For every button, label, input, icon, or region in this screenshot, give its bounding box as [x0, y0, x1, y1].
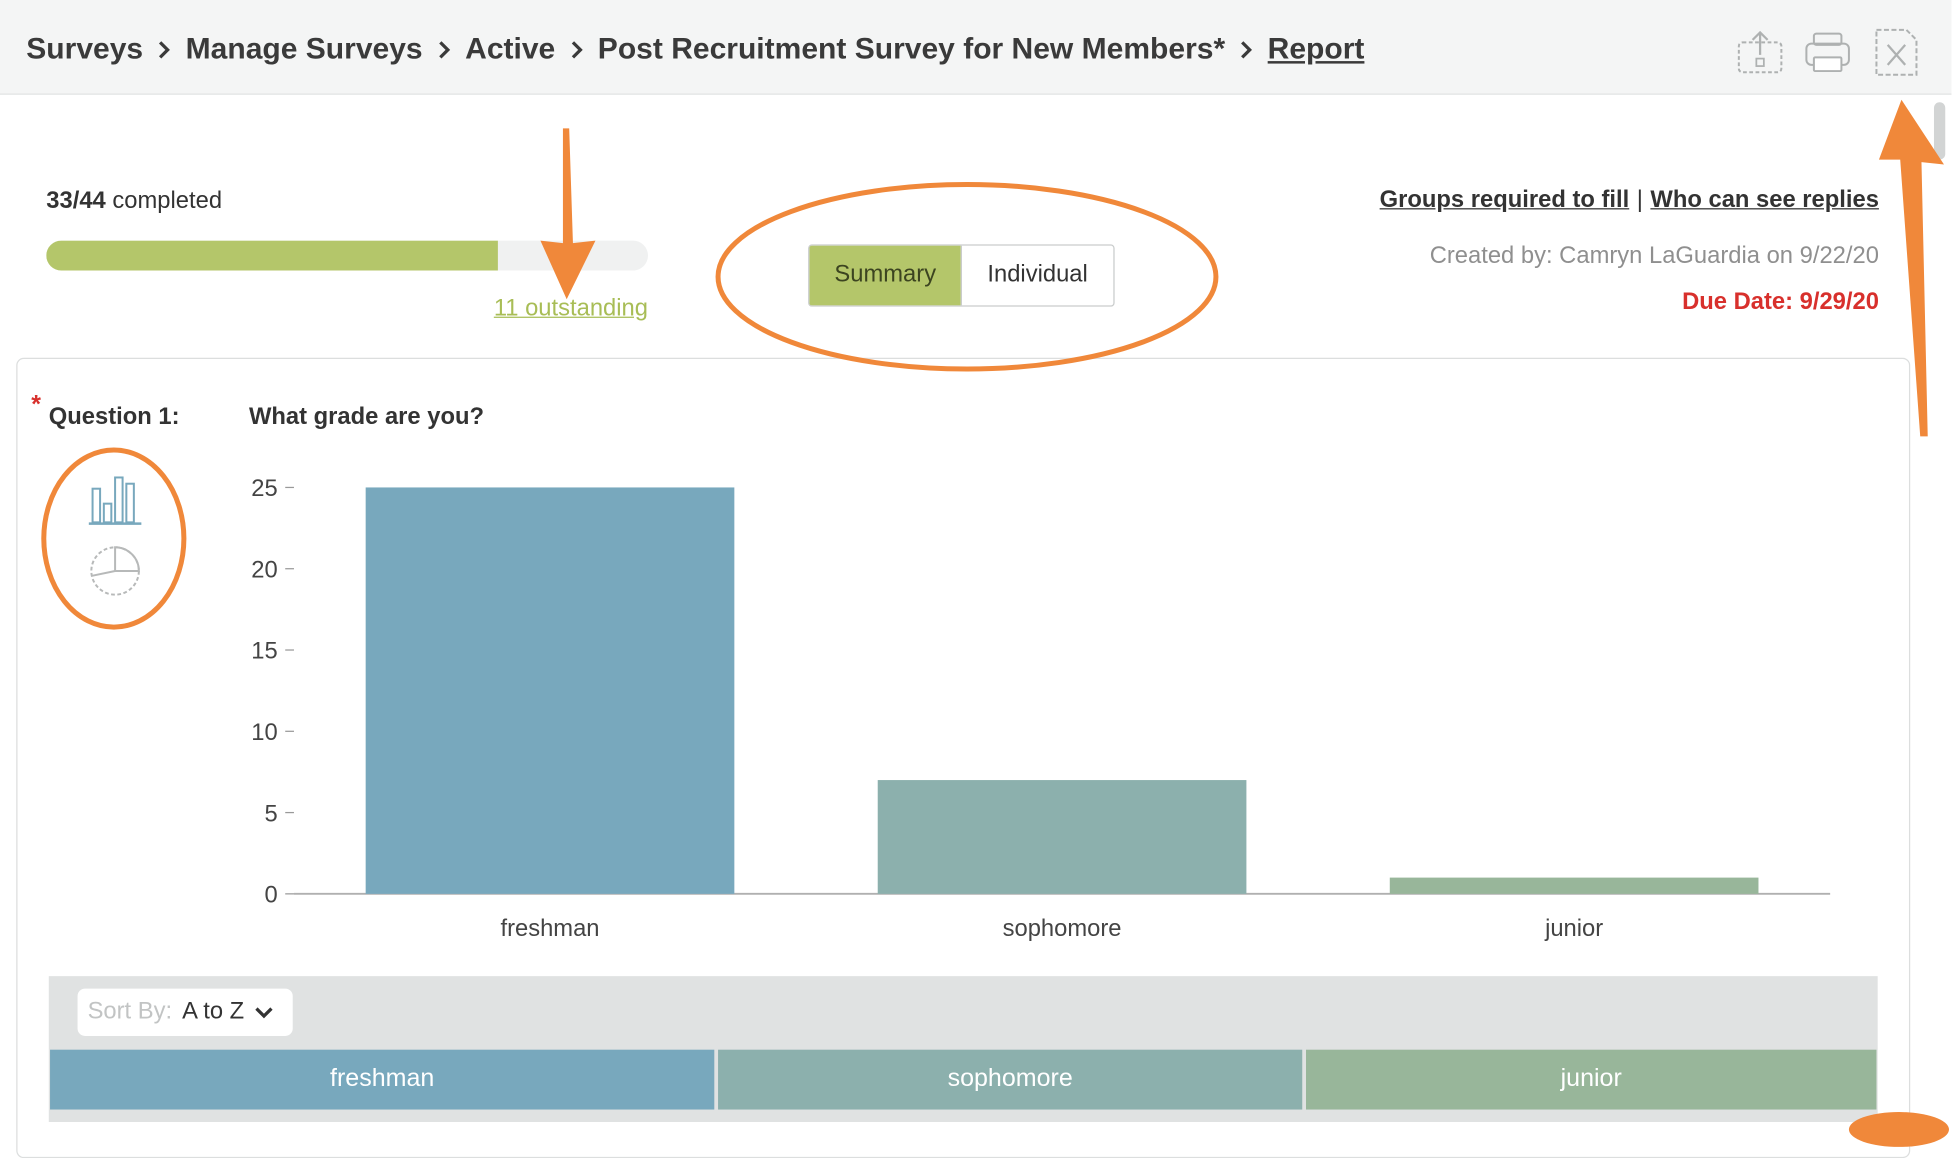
chevron-right-icon	[438, 41, 450, 59]
breadcrumb-item-active[interactable]: Active	[465, 32, 556, 67]
bar-chart-icon[interactable]	[88, 474, 143, 526]
breadcrumb-item-surveys[interactable]: Surveys	[26, 32, 144, 67]
breadcrumb-item-survey[interactable]: Post Recruitment Survey for New Members*	[597, 32, 1226, 67]
column-header-sophomore[interactable]: sophomore	[718, 1049, 1303, 1110]
chevron-right-icon	[571, 41, 583, 59]
progress-suffix: completed	[112, 188, 223, 215]
created-by-text: Created by: Camryn LaGuardia on 9/22/20	[1429, 243, 1879, 270]
meta-links: Groups required to fill | Who can see repl…	[1380, 187, 1879, 214]
bar-junior	[1389, 877, 1759, 894]
groups-required-link[interactable]: Groups required to fill	[1379, 187, 1630, 214]
due-date-text: Due Date: 9/29/20	[1682, 289, 1879, 316]
excel-export-icon[interactable]	[1871, 27, 1921, 77]
progress-bar	[46, 240, 648, 271]
y-tick-label: 20	[251, 557, 277, 583]
x-tick-label-freshman: freshman	[500, 916, 599, 942]
y-tick-label: 5	[264, 801, 277, 827]
view-toggle: Summary Individual	[808, 244, 1115, 307]
question-text: What grade are you?	[248, 403, 485, 431]
sort-label: Sort By:	[87, 998, 173, 1025]
breadcrumb-current-report[interactable]: Report	[1267, 32, 1365, 67]
outstanding-link[interactable]: 11 outstanding	[493, 295, 648, 322]
breadcrumb: Surveys Manage Surveys Active Post Recru…	[26, 32, 1364, 67]
progress-bar-fill	[46, 240, 498, 271]
chevron-down-icon	[255, 1007, 273, 1019]
chevron-right-icon	[159, 41, 171, 59]
upload-icon[interactable]	[1735, 27, 1785, 77]
bar-freshman	[365, 487, 735, 894]
x-tick-label-sophomore: sophomore	[1003, 916, 1122, 942]
print-icon[interactable]	[1803, 27, 1853, 77]
pie-chart-icon[interactable]	[86, 544, 144, 599]
column-header-junior[interactable]: junior	[1306, 1049, 1877, 1110]
bar-chart: 0 5 10 15 20 25 freshman sophomore junior	[251, 476, 1831, 942]
y-tick-label: 0	[264, 883, 277, 909]
y-tick-label: 25	[251, 476, 277, 502]
scrollbar[interactable]	[1930, 95, 1948, 1122]
y-tick-label: 10	[251, 720, 277, 746]
sort-select[interactable]: Sort By: A to Z	[77, 988, 293, 1036]
who-can-see-replies-link[interactable]: Who can see replies	[1650, 187, 1879, 214]
progress-count: 33/44	[46, 188, 106, 215]
scrollbar-thumb[interactable]	[1933, 102, 1946, 160]
summary-tab[interactable]: Summary	[809, 245, 962, 306]
y-tick-label: 15	[251, 639, 277, 665]
chevron-right-icon	[1241, 41, 1253, 59]
x-tick-label-junior: junior	[1544, 916, 1603, 942]
required-marker: *	[31, 391, 42, 419]
individual-tab[interactable]: Individual	[961, 245, 1113, 306]
link-separator: |	[1636, 187, 1643, 214]
question-label: Question 1:	[48, 403, 180, 431]
progress-label: 33/44 completed	[46, 188, 222, 215]
sort-value: A to Z	[182, 998, 245, 1025]
annotation-arrow-down	[540, 128, 596, 300]
breadcrumb-item-manage-surveys[interactable]: Manage Surveys	[185, 32, 423, 67]
bar-sophomore	[877, 780, 1247, 894]
page-header: Surveys Manage Surveys Active Post Recru…	[0, 0, 1952, 95]
column-header-freshman[interactable]: freshman	[50, 1049, 715, 1110]
